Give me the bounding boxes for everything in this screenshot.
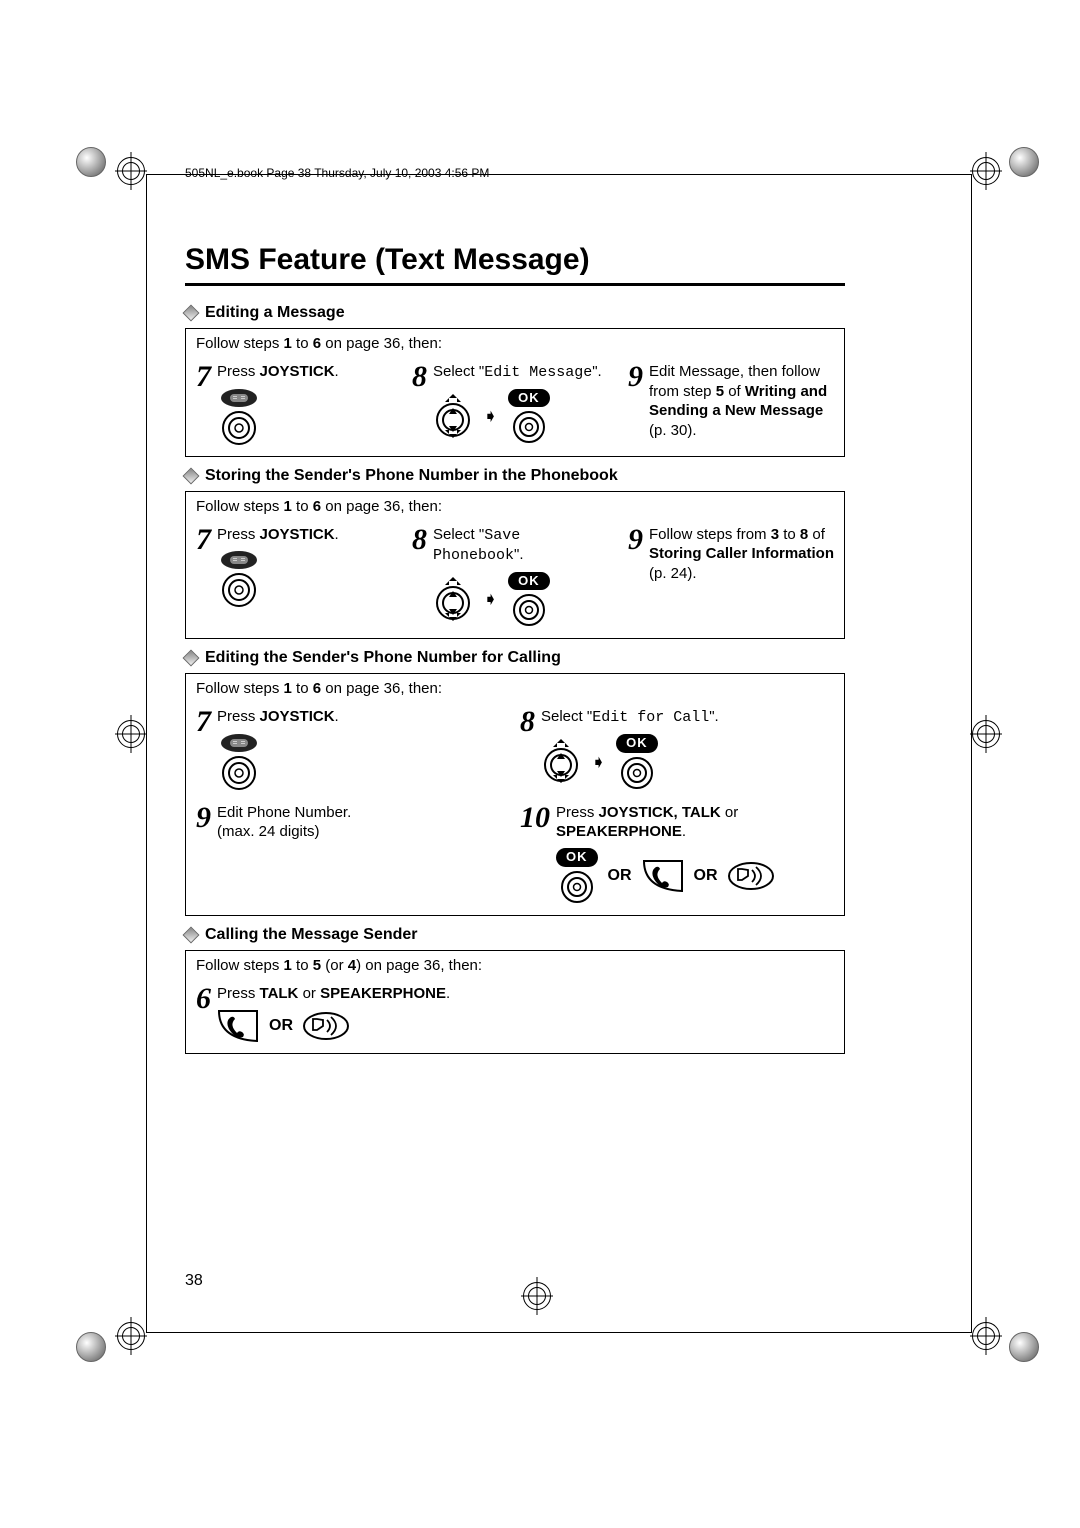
section-heading-calling-sender: Calling the Message Sender (185, 926, 845, 944)
ok-label: OK (508, 572, 550, 591)
joystick-small-icon (511, 592, 547, 628)
ok-label: OK (508, 389, 550, 408)
or-label: OR (694, 866, 718, 887)
intro-text: Follow steps 1 to 6 on page 36, then: (196, 680, 834, 697)
joystick-small-icon (619, 755, 655, 791)
talk-key-icon (217, 1009, 259, 1043)
step-6: 6 Press TALK or SPEAKERPHONE. OR (196, 984, 450, 1044)
nav-dpad-icon (433, 394, 473, 440)
section-heading-editing-message: Editing a Message (185, 304, 845, 322)
frame-line-left (146, 174, 147, 1333)
step-9: 9 Edit Message, then follow from step 5 … (628, 362, 834, 440)
diamond-icon (183, 926, 200, 943)
page-meta: 505NL_e.book Page 38 Thursday, July 10, … (185, 166, 489, 180)
reg-cross-mid-left (115, 718, 147, 750)
section-heading-storing-number: Storing the Sender's Phone Number in the… (185, 467, 845, 485)
joystick-icon (217, 733, 261, 791)
ok-label: OK (556, 848, 598, 867)
step-8: 8 Select "Save Phonebook". ➧ OK (412, 525, 618, 629)
intro-text: Follow steps 1 to 6 on page 36, then: (196, 335, 834, 352)
step-9: 9 Edit Phone Number. (max. 24 digits) (196, 803, 510, 842)
diamond-icon (183, 467, 200, 484)
joystick-icon (217, 388, 261, 446)
step-8: 8 Select "Edit for Call". ➧ OK (520, 707, 834, 790)
ok-label: OK (616, 734, 658, 753)
reg-cross-bottom-left (115, 1320, 147, 1352)
reg-ball-top-right (1008, 146, 1040, 178)
joystick-icon (217, 550, 261, 608)
title-rule (185, 283, 845, 286)
or-label: OR (608, 866, 632, 887)
steps-box-1: Follow steps 1 to 6 on page 36, then: 7 … (185, 328, 845, 457)
step-9: 9 Follow steps from 3 to 8 of Storing Ca… (628, 525, 834, 584)
reg-ball-bottom-left (75, 1331, 107, 1363)
speakerphone-key-icon (303, 1012, 349, 1040)
reg-cross-mid-right (970, 718, 1002, 750)
frame-line-right (971, 174, 972, 1333)
arrow-icon: ➧ (483, 588, 498, 611)
speakerphone-key-icon (728, 862, 774, 890)
page-title: SMS Feature (Text Message) (185, 243, 845, 277)
page-content: SMS Feature (Text Message) Editing a Mes… (185, 215, 845, 1054)
joystick-small-icon (559, 869, 595, 905)
talk-key-icon (642, 859, 684, 893)
step-8: 8 Select "Edit Message". (412, 362, 618, 445)
steps-box-2: Follow steps 1 to 6 on page 36, then: 7 … (185, 491, 845, 640)
page-number: 38 (185, 1272, 203, 1290)
or-label: OR (269, 1016, 293, 1037)
step-7: 7 Press JOYSTICK. (196, 707, 510, 791)
steps-box-4: Follow steps 1 to 5 (or 4) on page 36, t… (185, 950, 845, 1055)
step-7: 7 Press JOYSTICK. (196, 525, 402, 609)
diamond-icon (183, 305, 200, 322)
section-heading-editing-number: Editing the Sender's Phone Number for Ca… (185, 649, 845, 667)
reg-cross-top-right (970, 155, 1002, 187)
reg-cross-top-left (115, 155, 147, 187)
steps-box-3: Follow steps 1 to 6 on page 36, then: 7 … (185, 673, 845, 915)
reg-ball-top-left (75, 146, 107, 178)
arrow-icon: ➧ (483, 405, 498, 428)
reg-ball-bottom-right (1008, 1331, 1040, 1363)
nav-dpad-icon (541, 739, 581, 785)
step-10: 10 Press JOYSTICK, TALK or SPEAKERPHONE.… (520, 803, 834, 905)
reg-cross-bottom-right (970, 1320, 1002, 1352)
reg-cross-bottom-center (521, 1280, 553, 1312)
step-7: 7 Press JOYSTICK. (196, 362, 402, 446)
diamond-icon (183, 650, 200, 667)
joystick-small-icon (511, 409, 547, 445)
arrow-icon: ➧ (591, 751, 606, 774)
nav-dpad-icon (433, 577, 473, 623)
frame-line-bottom (146, 1332, 972, 1333)
intro-text: Follow steps 1 to 5 (or 4) on page 36, t… (196, 957, 834, 974)
intro-text: Follow steps 1 to 6 on page 36, then: (196, 498, 834, 515)
